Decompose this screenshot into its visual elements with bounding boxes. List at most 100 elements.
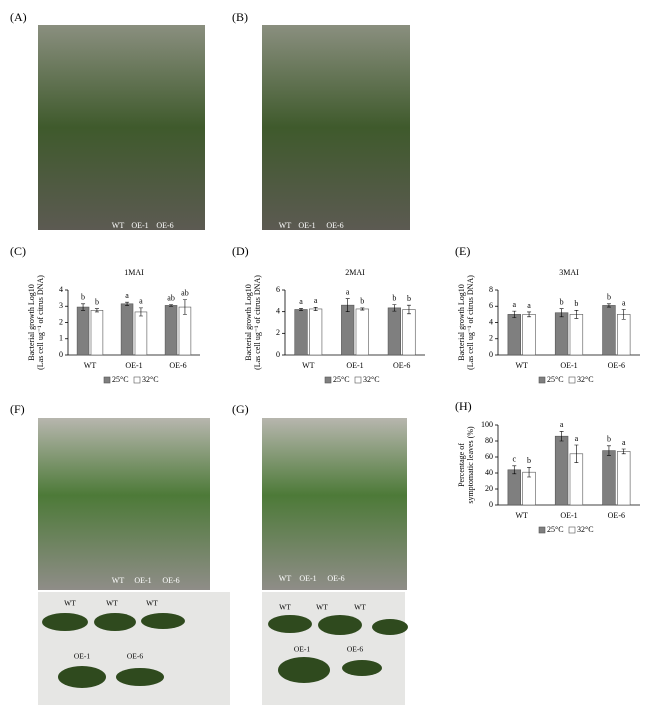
y-tick-label: 4	[276, 306, 280, 315]
panel-label: (C)	[10, 244, 26, 258]
y-axis-label: Percentage of	[457, 443, 466, 487]
chart-title: 2MAI	[345, 268, 365, 277]
y-axis-label: (Las cell ug⁻¹ of citrus DNA)	[36, 275, 45, 370]
significance-letter: a	[560, 420, 564, 429]
error-bar	[621, 309, 626, 320]
error-bar	[182, 299, 187, 315]
legend-swatch	[568, 526, 576, 534]
legend-label: 32°C	[142, 375, 159, 384]
bar	[554, 312, 569, 356]
significance-letter: a	[125, 291, 129, 300]
leaf-tag: WT	[64, 599, 76, 608]
x-tick-label: WT	[84, 361, 97, 370]
significance-letter: a	[346, 287, 350, 296]
y-tick-label: 0	[59, 350, 63, 359]
bar	[355, 308, 369, 356]
error-bar	[574, 310, 579, 319]
y-tick-label: 2	[59, 317, 63, 326]
significance-letter: a	[139, 297, 143, 306]
legend-swatch	[354, 376, 362, 384]
photo-tag: OE-1	[298, 221, 315, 230]
bar	[134, 311, 148, 356]
y-axis-label: symptomatic leaves (%)	[466, 426, 475, 504]
error-bar	[512, 310, 517, 318]
error-bar	[559, 308, 564, 318]
legend-label: 25°C	[547, 525, 564, 534]
x-tick-label: OE-6	[608, 511, 625, 520]
error-bar	[125, 301, 130, 306]
bar	[120, 303, 134, 356]
photo-tag: OE-6	[162, 576, 179, 585]
error-bar	[574, 444, 579, 463]
bar	[554, 435, 569, 506]
bar	[602, 450, 616, 506]
x-tick-label: WT	[515, 361, 528, 370]
legend-swatch	[133, 376, 141, 384]
panel-label: (B)	[232, 10, 248, 24]
x-tick-label: OE-6	[393, 361, 410, 370]
chart-title: 3MAI	[559, 268, 579, 277]
x-tick-label: OE-6	[608, 361, 625, 370]
leaf-tag: OE-6	[347, 645, 363, 654]
leaf-tag: WT	[146, 599, 158, 608]
y-tick-label: 100	[481, 420, 493, 429]
panel-label: (H)	[455, 399, 472, 413]
leaves	[42, 613, 408, 688]
x-tick-label: OE-1	[346, 361, 363, 370]
bar	[507, 469, 521, 506]
bar	[76, 306, 90, 356]
bar	[617, 451, 631, 506]
bar	[387, 307, 401, 356]
panel-label: (G)	[232, 402, 249, 416]
error-bar	[606, 445, 611, 456]
error-bar	[313, 307, 318, 311]
y-tick-label: 6	[276, 285, 280, 294]
leaf-tag: WT	[279, 603, 291, 612]
bar	[617, 314, 631, 356]
panel-label: (F)	[10, 402, 25, 416]
y-tick-label: 4	[489, 317, 493, 326]
bar	[309, 308, 323, 356]
y-tick-label: 2	[489, 334, 493, 343]
photo-tag: WT	[112, 576, 125, 585]
y-tick-label: 0	[489, 500, 493, 509]
legend-label: 25°C	[112, 375, 129, 384]
leaf-tag: WT	[316, 603, 328, 612]
significance-letter: b	[407, 294, 411, 303]
legend-label: 32°C	[577, 375, 594, 384]
y-axis-label: (Las cell ug⁻¹ of citrus DNA)	[253, 275, 262, 370]
y-tick-label: 60	[485, 452, 493, 461]
bar	[294, 309, 308, 356]
significance-letter: a	[314, 296, 318, 305]
significance-letter: ab	[181, 289, 189, 298]
significance-letter: b	[392, 293, 396, 302]
photo	[38, 418, 210, 590]
x-tick-label: OE-1	[125, 361, 142, 370]
error-bar	[360, 307, 365, 311]
significance-letter: a	[622, 438, 626, 447]
photo-tag: OE-6	[326, 221, 343, 230]
x-tick-label: WT	[515, 511, 528, 520]
photo-tag: OE-6	[327, 574, 344, 583]
legend-label: 32°C	[577, 525, 594, 534]
y-tick-label: 6	[489, 301, 493, 310]
legend-swatch	[538, 376, 546, 384]
error-bar	[81, 303, 86, 311]
error-bar	[559, 431, 564, 442]
significance-letter: b	[560, 298, 564, 307]
photo-tag: WT	[279, 221, 292, 230]
y-axis-label: (Las cell ug⁻¹ of citrus DNA)	[466, 275, 475, 370]
error-bar	[621, 448, 626, 455]
significance-letter: ab	[167, 293, 175, 302]
photo-tag: WT	[279, 574, 292, 583]
significance-letter: b	[81, 293, 85, 302]
y-tick-label: 3	[59, 301, 63, 310]
error-bar	[94, 308, 99, 313]
panel-label: (D)	[232, 244, 249, 258]
photo-tag: OE-1	[134, 576, 151, 585]
photo-tag: OE-1	[299, 574, 316, 583]
y-tick-label: 20	[485, 484, 493, 493]
y-tick-label: 1	[59, 334, 63, 343]
photo-tag: OE-1	[131, 221, 148, 230]
bar	[569, 314, 584, 356]
